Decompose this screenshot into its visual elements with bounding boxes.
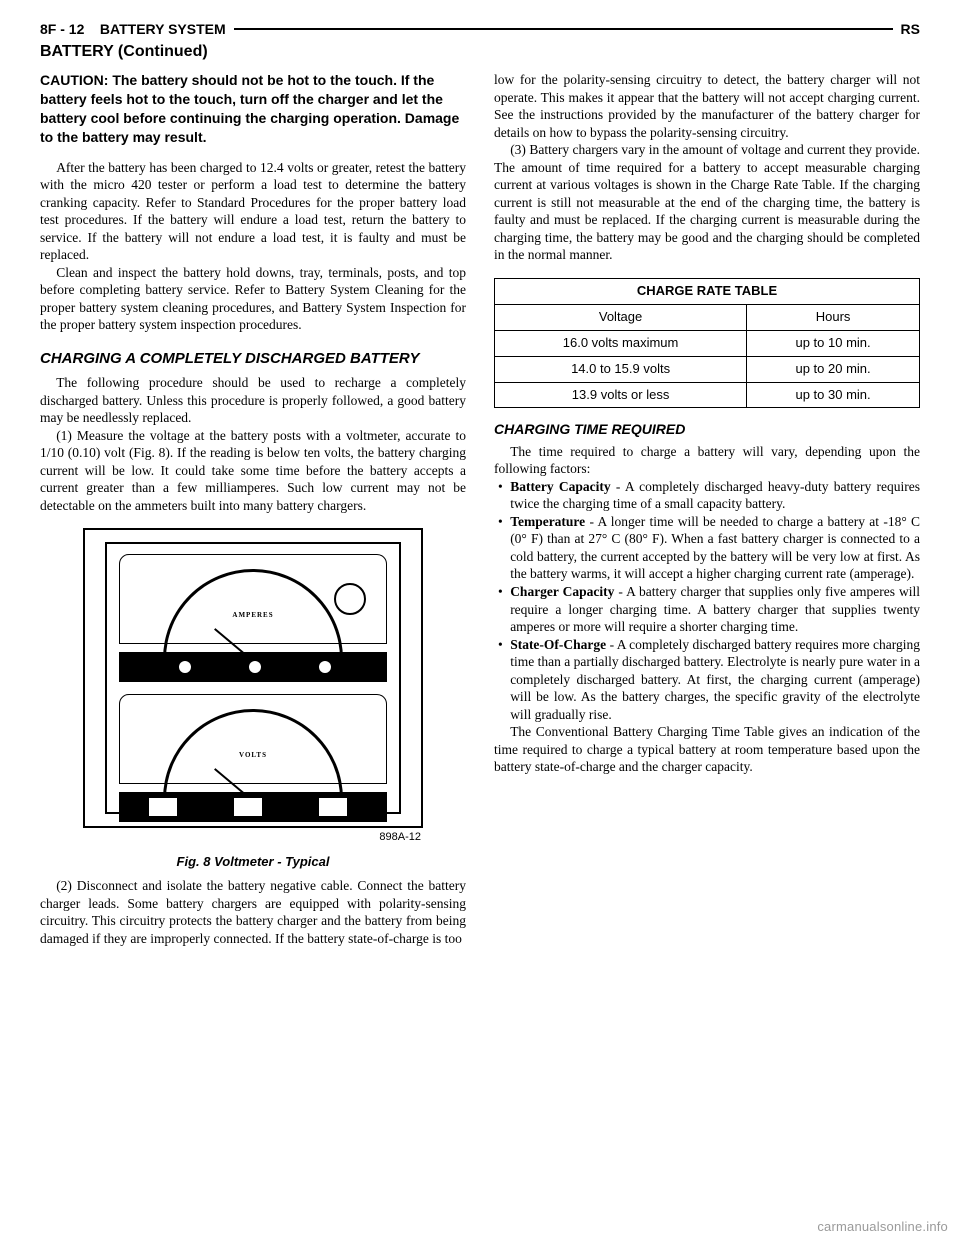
body-text: The Conventional Battery Charging Time T… <box>494 723 920 776</box>
table-row: 14.0 to 15.9 volts up to 20 min. <box>495 356 920 382</box>
body-text: (1) Measure the voltage at the battery p… <box>40 427 466 515</box>
header-right: RS <box>901 20 920 38</box>
bullet-item: Charger Capacity - A battery charger tha… <box>494 583 920 636</box>
table-header: Hours <box>747 304 920 330</box>
voltmeter-illustration: AMPERES VOLTS 898A-12 <box>83 528 423 828</box>
figure-caption: Fig. 8 Voltmeter - Typical <box>40 854 466 871</box>
caution-block: CAUTION: The battery should not be hot t… <box>40 71 466 147</box>
figure-id: 898A-12 <box>379 830 421 844</box>
bullet-item: Temperature - A longer time will be need… <box>494 513 920 583</box>
charge-rate-table: CHARGE RATE TABLE Voltage Hours 16.0 vol… <box>494 278 920 408</box>
body-text: The following procedure should be used t… <box>40 374 466 427</box>
section-heading: CHARGING A COMPLETELY DISCHARGED BATTERY <box>40 350 466 368</box>
body-text: (3) Battery chargers vary in the amount … <box>494 141 920 264</box>
two-column-layout: CAUTION: The battery should not be hot t… <box>40 71 920 947</box>
bullet-item: State-Of-Charge - A completely discharge… <box>494 636 920 724</box>
body-text: low for the polarity-sensing circuitry t… <box>494 71 920 141</box>
table-header: Voltage <box>495 304 747 330</box>
table-title: CHARGE RATE TABLE <box>495 279 920 305</box>
knob-icon <box>334 583 366 615</box>
body-text: After the battery has been charged to 12… <box>40 159 466 264</box>
header-left: 8F - 12 BATTERY SYSTEM <box>40 20 226 38</box>
body-text: (2) Disconnect and isolate the battery n… <box>40 877 466 947</box>
left-column: CAUTION: The battery should not be hot t… <box>40 71 466 947</box>
body-text: Clean and inspect the battery hold downs… <box>40 264 466 334</box>
gauge-label-volts: VOLTS <box>239 751 267 760</box>
sub-heading: CHARGING TIME REQUIRED <box>494 420 920 438</box>
figure: AMPERES VOLTS 898A-12 Fig. 8 <box>40 528 466 871</box>
continued-heading: BATTERY (Continued) <box>40 42 920 63</box>
page-header: 8F - 12 BATTERY SYSTEM RS <box>40 20 920 38</box>
gauge-label-amperes: AMPERES <box>232 611 273 620</box>
watermark-link: carmanualsonline.info <box>817 1219 948 1236</box>
bullet-item: Battery Capacity - A completely discharg… <box>494 478 920 513</box>
table-row: 16.0 volts maximum up to 10 min. <box>495 330 920 356</box>
table-row: 13.9 volts or less up to 30 min. <box>495 382 920 408</box>
body-text: The time required to charge a battery wi… <box>494 443 920 478</box>
right-column: low for the polarity-sensing circuitry t… <box>494 71 920 947</box>
header-rule <box>234 28 893 30</box>
